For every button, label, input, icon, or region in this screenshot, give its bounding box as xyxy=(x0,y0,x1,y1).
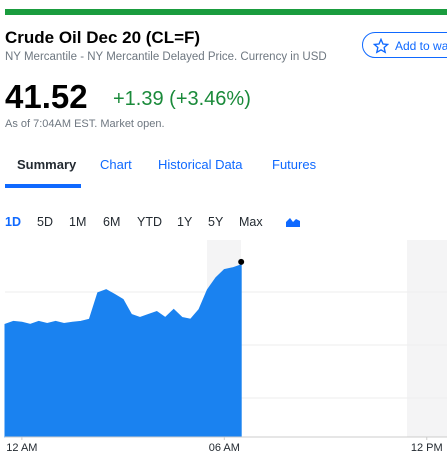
range-button[interactable]: Max xyxy=(239,215,263,229)
range-button[interactable]: 1D xyxy=(5,215,21,229)
range-button[interactable]: 1M xyxy=(69,215,87,229)
price-area xyxy=(4,264,242,438)
range-button[interactable]: 6M xyxy=(103,215,121,229)
tab[interactable]: Futures xyxy=(272,157,317,172)
range-button[interactable]: 1Y xyxy=(177,215,193,229)
range-button[interactable]: 5Y xyxy=(208,215,224,229)
title: Crude Oil Dec 20 (CL=F) xyxy=(5,28,201,47)
accent-bar xyxy=(5,9,447,15)
star-icon xyxy=(373,38,389,54)
tab-indicator xyxy=(5,184,81,188)
tab[interactable]: Summary xyxy=(17,157,77,172)
range-button[interactable]: YTD xyxy=(137,215,162,229)
subtitle: NY Mercantile - NY Mercantile Delayed Pr… xyxy=(5,51,327,63)
price-change: +1.39 (+3.46%) xyxy=(113,88,251,110)
afterhours-shade xyxy=(407,240,447,437)
chart-type-icon[interactable] xyxy=(285,216,301,228)
tab[interactable]: Chart xyxy=(100,157,132,172)
as-of: As of 7:04AM EST. Market open. xyxy=(5,118,165,130)
x-tick-label: 12 PM xyxy=(411,442,443,454)
tab[interactable]: Historical Data xyxy=(158,157,243,172)
watchlist-label: Add to watchlist xyxy=(395,39,447,53)
last-point xyxy=(238,258,245,265)
price: 41.52 xyxy=(5,78,88,115)
x-tick-label: 12 AM xyxy=(6,442,37,454)
range-button[interactable]: 5D xyxy=(37,215,53,229)
x-tick-label: 06 AM xyxy=(209,442,240,454)
watchlist-button[interactable]: Add to watchlist xyxy=(362,32,447,58)
